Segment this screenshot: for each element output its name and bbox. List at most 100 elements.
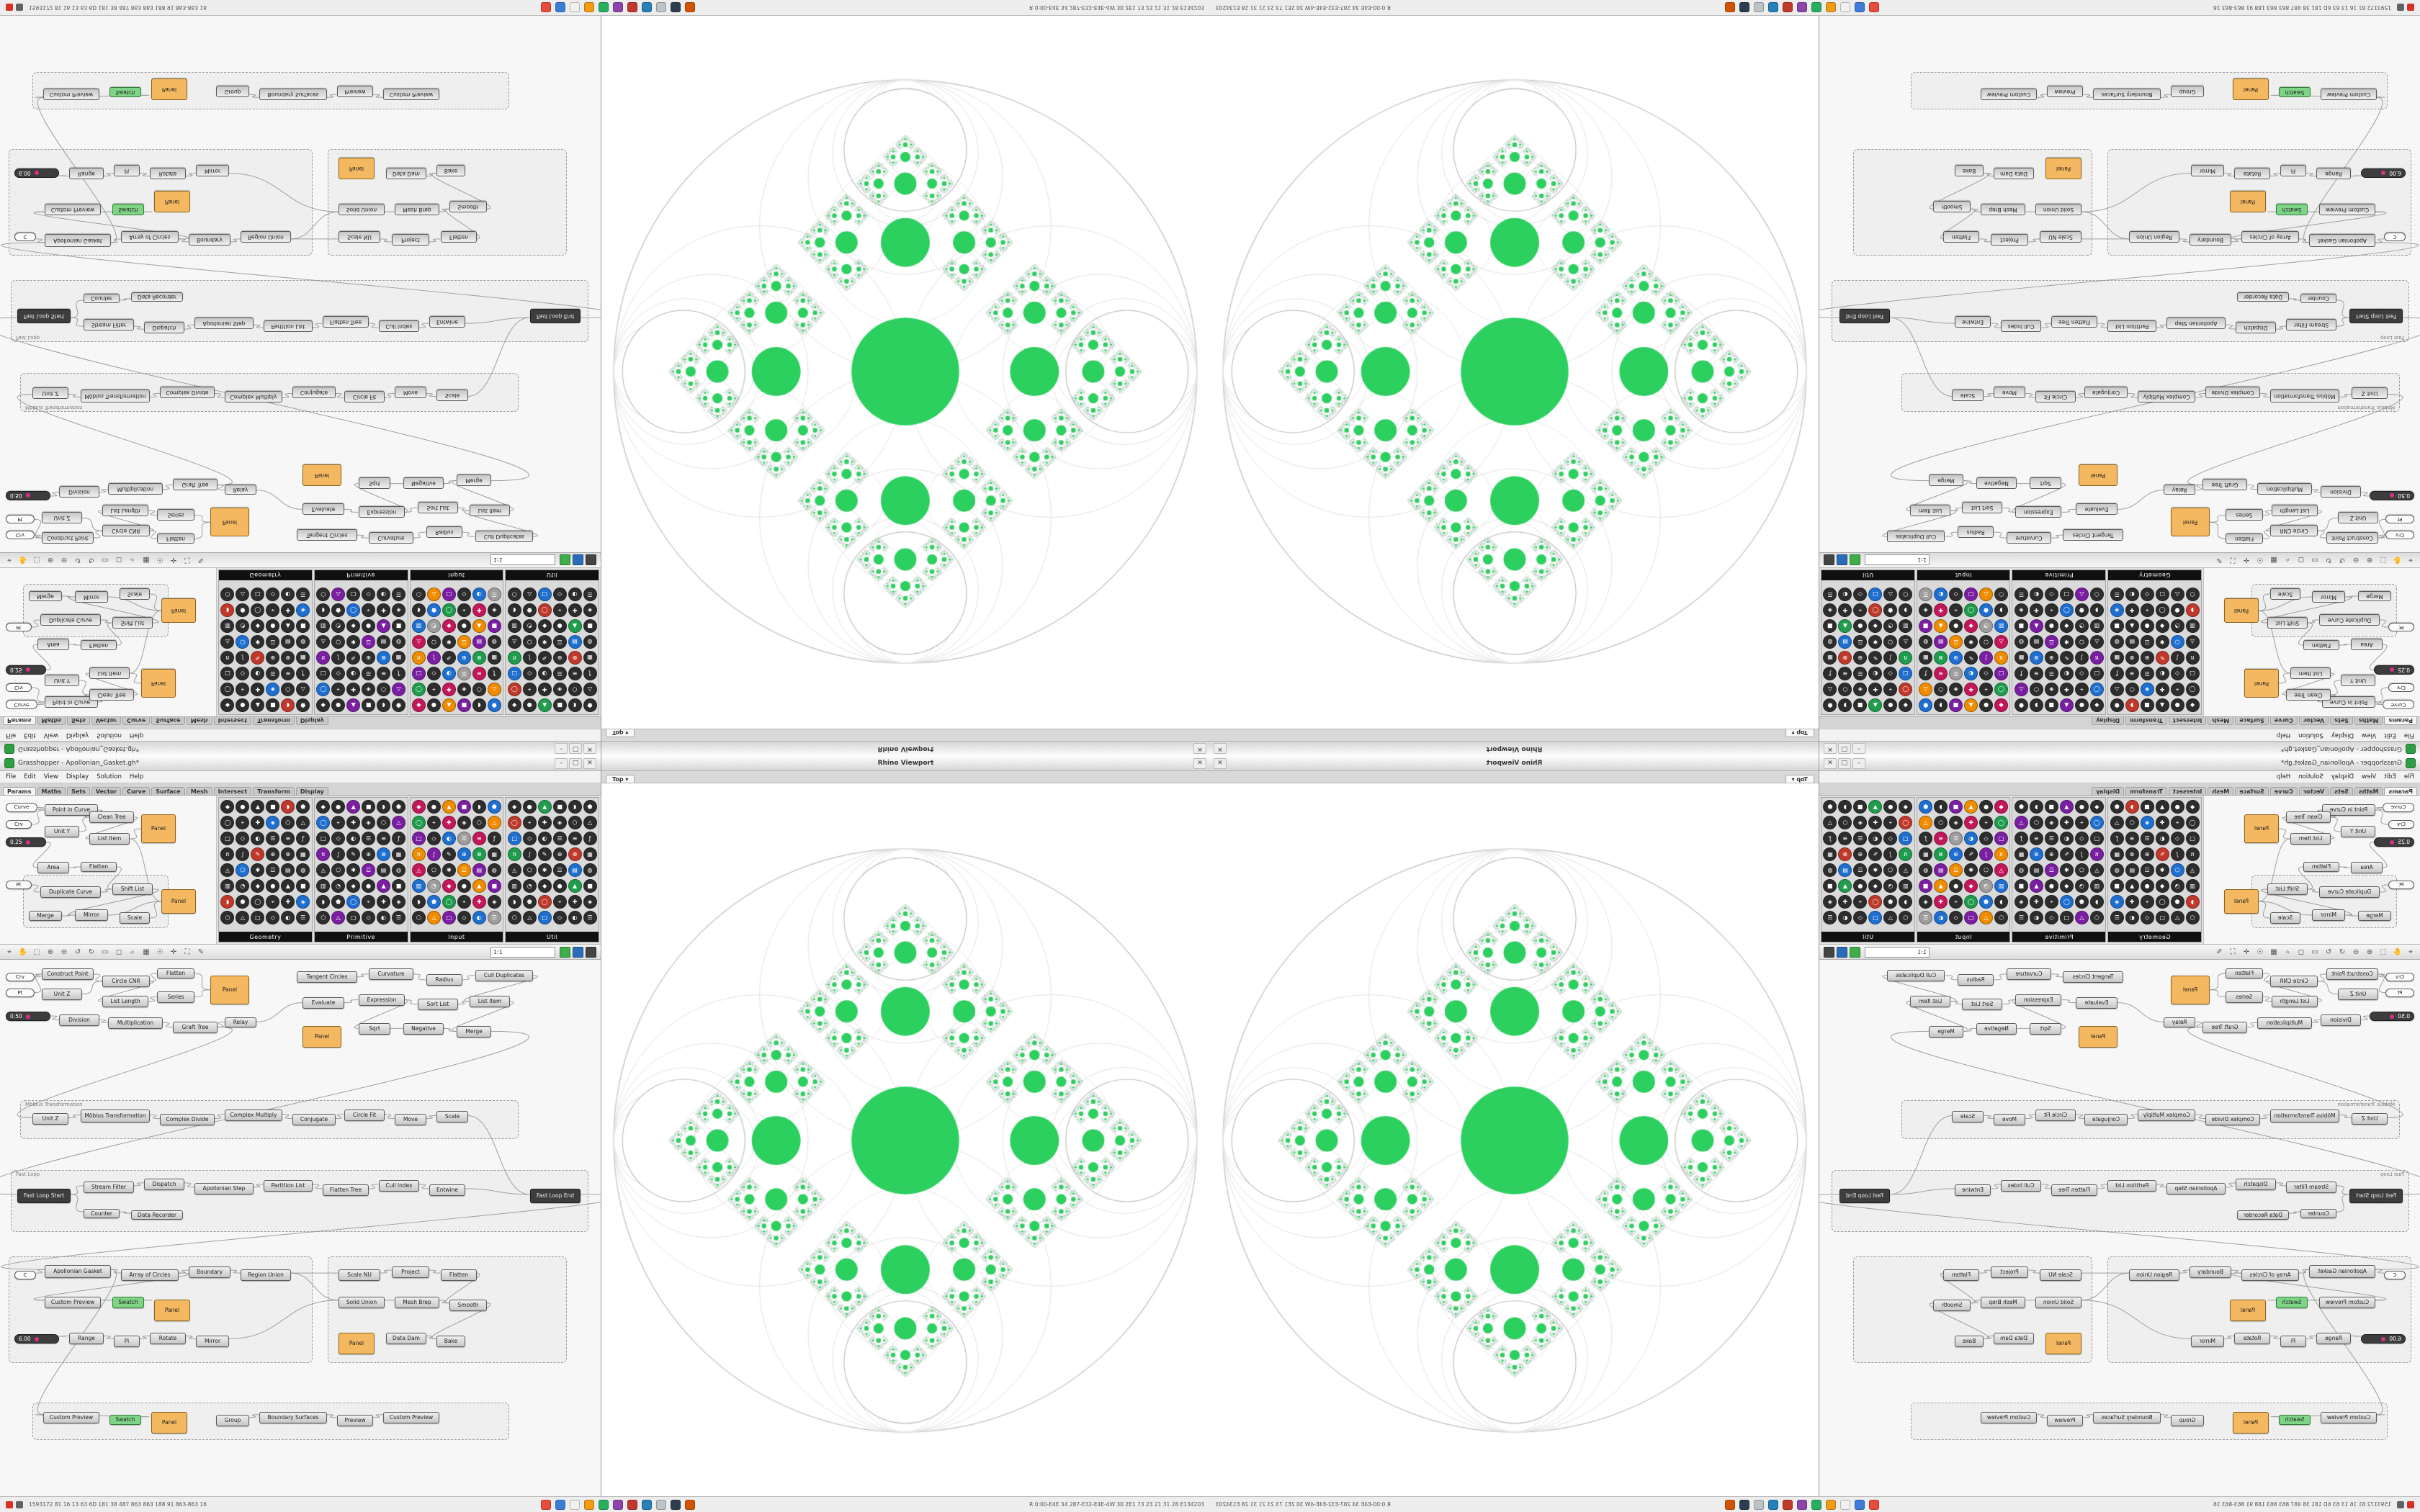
taskbar-app-icon[interactable] (1724, 1499, 1735, 1510)
gh-node[interactable]: Sort List (1962, 502, 2002, 513)
component-icon[interactable]: △ (331, 911, 346, 924)
gh-node[interactable]: Stream Filter (2286, 319, 2336, 330)
component-icon[interactable]: ◐ (1868, 832, 1883, 845)
component-icon[interactable]: ◯ (2185, 683, 2200, 696)
component-icon[interactable]: ✱ (537, 635, 552, 649)
component-icon[interactable]: ◗ (1899, 895, 1913, 909)
menu-file[interactable]: File (6, 773, 17, 780)
component-icon[interactable]: ⬠ (1979, 863, 1994, 877)
gh-node[interactable]: Pt (6, 623, 32, 631)
component-icon[interactable]: ◬ (2185, 863, 2200, 877)
gh-node[interactable]: Scale (436, 390, 468, 401)
component-icon[interactable]: ⬡ (2185, 911, 2200, 924)
component-icon[interactable]: ◆ (1994, 698, 2009, 712)
gh-node[interactable]: Unit Y (2341, 675, 2375, 686)
component-icon[interactable]: ≡ (377, 667, 391, 680)
component-icon[interactable]: ◐ (2029, 911, 2043, 924)
component-icon[interactable]: ⬟ (1919, 698, 1933, 712)
component-icon[interactable]: ▦ (296, 651, 310, 665)
gh-node[interactable]: Complex Divide (2205, 387, 2260, 398)
component-icon[interactable]: ● (457, 619, 471, 633)
component-icon[interactable]: ◆ (251, 879, 265, 893)
gh-node[interactable]: Clean Tree (89, 689, 134, 701)
gh-node[interactable]: Move (1994, 387, 2025, 398)
component-icon[interactable]: ⬟ (1919, 800, 1933, 814)
component-icon[interactable]: ◬ (1899, 863, 1913, 877)
component-icon[interactable]: ◐ (472, 588, 486, 601)
component-icon[interactable]: ≡ (472, 832, 486, 845)
component-icon[interactable]: ☰ (2014, 588, 2028, 601)
component-icon[interactable]: ☰ (1823, 911, 1837, 924)
gh-node[interactable]: C (2384, 233, 2406, 241)
component-icon[interactable]: ■ (362, 698, 376, 712)
component-icon[interactable]: ◇ (2140, 588, 2154, 601)
component-icon[interactable]: ⊕ (1949, 847, 1963, 861)
component-icon[interactable]: ⬟ (1979, 603, 1994, 617)
component-icon[interactable]: ▤ (2029, 863, 2043, 877)
gh-node[interactable]: Entwine (429, 1184, 465, 1196)
component-icon[interactable]: △ (236, 911, 250, 924)
component-icon[interactable]: ▲ (2155, 800, 2169, 814)
component-icon[interactable]: ◐ (442, 667, 456, 680)
gh-node[interactable]: Custom Preview (383, 1412, 439, 1423)
gh-node[interactable]: Circle CNR (2270, 976, 2318, 987)
component-icon[interactable]: □ (251, 588, 265, 601)
component-icon[interactable]: ⌖ (1883, 816, 1898, 829)
component-icon[interactable]: ◯ (507, 816, 521, 829)
gh-node[interactable]: Custom Preview (1981, 1412, 2037, 1423)
component-icon[interactable]: ▲ (251, 800, 265, 814)
component-icon[interactable]: ⬡ (377, 816, 391, 829)
component-icon[interactable]: ◈ (392, 895, 406, 909)
component-icon[interactable]: ◍ (1823, 635, 1837, 649)
gh-node[interactable]: Swatch (2279, 1415, 2311, 1425)
gh-node[interactable]: Curvature (369, 532, 413, 544)
gh-node[interactable]: List Length (102, 505, 148, 516)
component-icon[interactable]: ⬡ (2185, 588, 2200, 601)
component-icon[interactable]: ◗ (1838, 800, 1852, 814)
component-icon[interactable]: ◐ (537, 832, 552, 845)
component-icon[interactable]: ⌖ (1979, 683, 1994, 696)
component-icon[interactable]: ⊕ (2140, 847, 2154, 861)
component-icon[interactable]: ✎ (537, 651, 552, 665)
gh-node[interactable]: Flatten (2303, 862, 2339, 872)
component-icon[interactable]: ◐ (377, 588, 391, 601)
component-icon[interactable]: ⊗ (377, 847, 391, 861)
component-icon[interactable]: ƒ (1919, 832, 1933, 845)
component-icon[interactable]: ▦ (583, 651, 597, 665)
gh-node[interactable]: Möbius Transformation (81, 390, 150, 402)
component-icon[interactable]: ✚ (1868, 683, 1883, 696)
component-icon[interactable]: ≡ (377, 832, 391, 845)
toolbar-icon[interactable]: ⊖ (2352, 556, 2360, 564)
component-icon[interactable]: ⬟ (583, 698, 597, 712)
component-icon[interactable]: ⬡ (2029, 816, 2043, 829)
component-icon[interactable]: ⌖ (552, 895, 567, 909)
component-icon[interactable]: ◐ (1964, 832, 1978, 845)
component-icon[interactable]: ● (266, 879, 280, 893)
component-icon[interactable]: ✚ (2059, 683, 2074, 696)
taskbar-app-icon[interactable] (570, 1499, 581, 1510)
component-icon[interactable]: ■ (1823, 619, 1837, 633)
gh-node[interactable]: Construct Point (42, 968, 94, 980)
toolbar-icon[interactable]: ⌖ (2408, 556, 2413, 564)
component-icon[interactable]: △ (236, 588, 250, 601)
component-icon[interactable]: □ (507, 832, 521, 845)
gh-node[interactable]: Mirror (2312, 591, 2345, 603)
gh-node[interactable]: Circle CNR (102, 976, 150, 987)
gh-node[interactable]: Curve (2383, 803, 2414, 812)
component-icon[interactable]: ∫ (1883, 847, 1898, 861)
gh-node[interactable]: Fast Loop Start (2349, 309, 2403, 323)
gh-node[interactable]: Complex Multiply (2138, 391, 2195, 402)
toolbar-icon[interactable]: ☉ (156, 556, 163, 564)
gh-node[interactable]: Curvature (2007, 968, 2051, 980)
viewport-tab-top[interactable]: Top ▾ (1785, 729, 1814, 737)
component-icon[interactable]: ◯ (411, 816, 426, 829)
gh-node[interactable]: Negative (403, 477, 444, 489)
component-icon[interactable]: ☰ (583, 911, 597, 924)
gh-node[interactable]: Custom Preview (2319, 1297, 2375, 1308)
component-icon[interactable]: ▤ (2029, 635, 2043, 649)
component-icon[interactable]: □ (220, 832, 235, 845)
component-icon[interactable]: ◈ (583, 895, 597, 909)
gh-node[interactable]: Array of Circles (2241, 1269, 2299, 1281)
taskbar-app-icon[interactable] (1796, 2, 1807, 13)
gh-node[interactable]: Multiplication (2257, 1017, 2312, 1029)
